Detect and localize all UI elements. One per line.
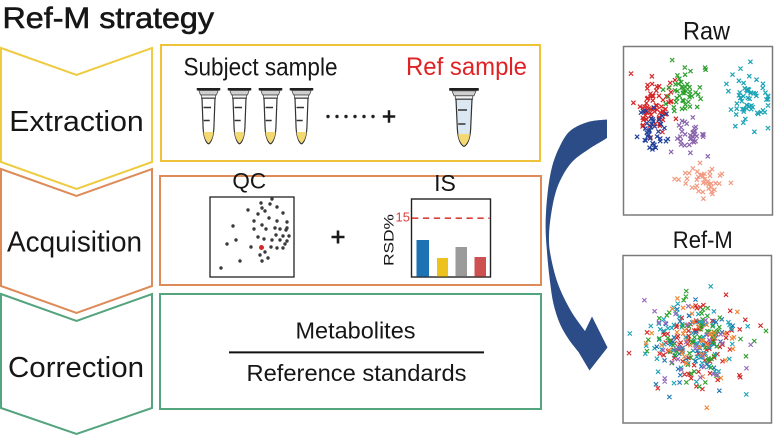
svg-text:Acquisition: Acquisition xyxy=(7,227,142,259)
svg-text:Raw: Raw xyxy=(683,18,731,46)
svg-text:RSD%: RSD% xyxy=(382,214,397,266)
svg-text:15: 15 xyxy=(396,210,410,225)
svg-text:Subject sample: Subject sample xyxy=(184,54,338,82)
svg-text:Metabolites: Metabolites xyxy=(296,318,416,344)
svg-text:Correction: Correction xyxy=(8,352,144,384)
svg-text:QC: QC xyxy=(232,169,266,194)
svg-text:Ref-M: Ref-M xyxy=(673,227,733,254)
svg-text:Extraction: Extraction xyxy=(9,106,144,138)
svg-text:Ref-M strategy: Ref-M strategy xyxy=(3,2,215,35)
svg-text:Reference standards: Reference standards xyxy=(247,360,467,386)
svg-text:Ref sample: Ref sample xyxy=(406,53,527,81)
svg-text:IS: IS xyxy=(434,170,456,196)
